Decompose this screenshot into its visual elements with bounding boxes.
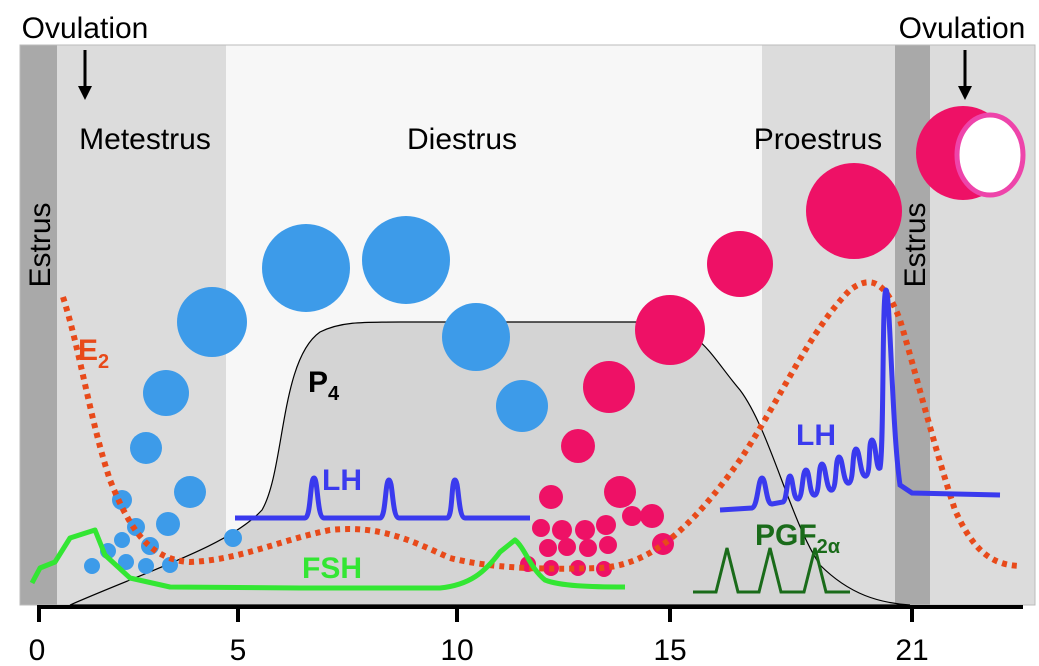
ovulation-label: Ovulation bbox=[22, 12, 149, 45]
lh-label: LH bbox=[796, 419, 836, 452]
tick-label: 5 bbox=[230, 634, 247, 666]
tick-label: 15 bbox=[653, 634, 686, 666]
label-sub: 4 bbox=[328, 383, 340, 405]
phase-label: Estrus bbox=[899, 202, 932, 287]
phase-label: Proestrus bbox=[754, 123, 882, 156]
tick-label: 10 bbox=[440, 634, 473, 666]
phase-label: Estrus bbox=[24, 202, 57, 287]
estrus-band bbox=[20, 45, 57, 605]
label-base: E bbox=[78, 334, 98, 367]
tick-label: 0 bbox=[29, 634, 46, 666]
ovulation-label: Ovulation bbox=[899, 12, 1026, 45]
tick-label: 21 bbox=[895, 634, 928, 666]
fsh-label: FSH bbox=[302, 552, 362, 585]
diagram: 0 5 10 15 21 Ovulation Ovulation Metestr… bbox=[0, 0, 1039, 666]
page: {"ovulation_left": "Ovulation", "ovulati… bbox=[0, 0, 1039, 666]
phase-label: Metestrus bbox=[79, 123, 211, 156]
lh-label: LH bbox=[322, 464, 362, 497]
label-base: PGF bbox=[755, 519, 817, 552]
phase-label: Diestrus bbox=[407, 123, 517, 156]
label-base: P bbox=[308, 366, 328, 399]
axis-ticks bbox=[39, 607, 912, 622]
ovulating-follicle bbox=[957, 115, 1023, 195]
label-sub: 2 bbox=[98, 351, 109, 373]
label-sub: 2α bbox=[817, 536, 841, 558]
